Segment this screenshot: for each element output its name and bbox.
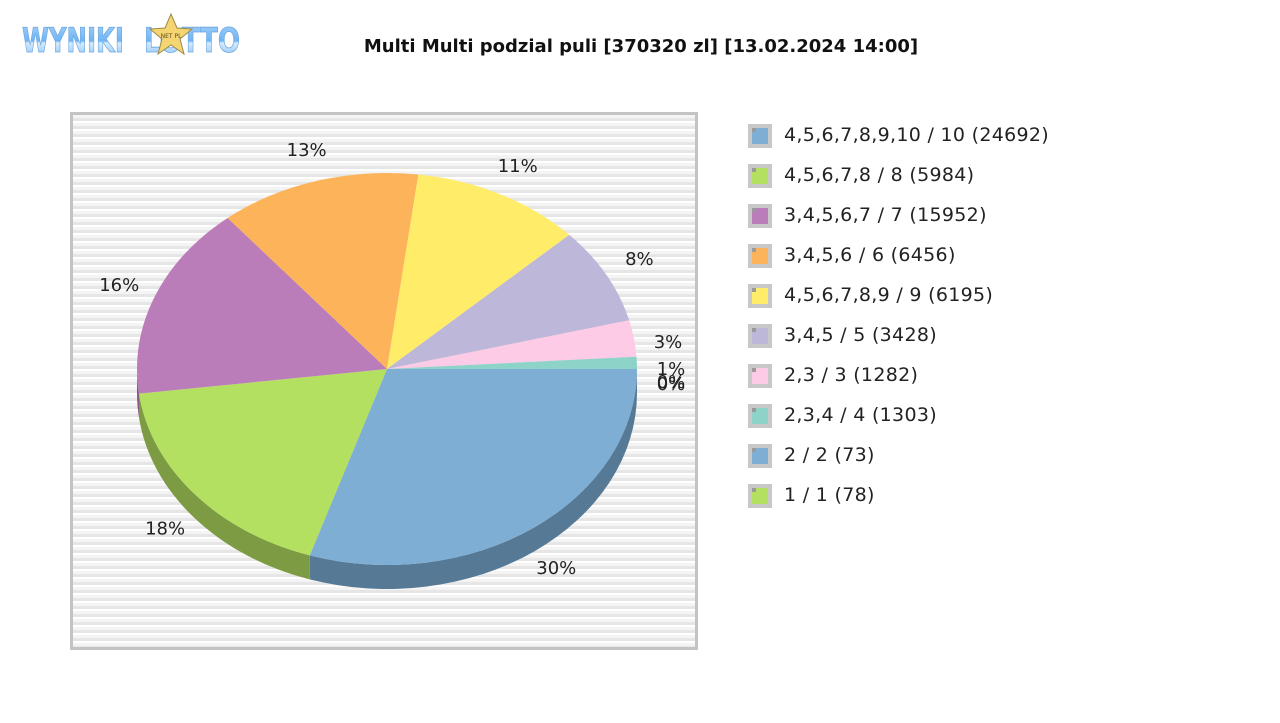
legend-label: 4,5,6,7,8 / 8 (5984) xyxy=(784,164,975,186)
pie-slice-label: 0% xyxy=(657,374,686,395)
pie-slice[interactable] xyxy=(138,369,387,556)
legend-label: 2,3,4 / 4 (1303) xyxy=(784,404,937,426)
legend-item: 2 / 2 (73) xyxy=(748,442,1049,482)
pie-slice[interactable] xyxy=(387,320,637,369)
legend-item: 1 / 1 (78) xyxy=(748,482,1049,522)
pie-slice[interactable] xyxy=(387,174,570,369)
legend-item: 4,5,6,7,8,9,10 / 10 (24692) xyxy=(748,122,1049,162)
chart-title: Multi Multi podzial puli [370320 zl] [13… xyxy=(0,36,1280,57)
star-text: NET PL xyxy=(161,33,182,40)
pie-slice-side xyxy=(138,393,310,580)
pie-chart: 30%18%16%13%11%8%3%1%0%0% xyxy=(99,140,686,589)
pie-slice-label: 3% xyxy=(654,332,683,353)
legend-item: 4,5,6,7,8 / 8 (5984) xyxy=(748,162,1049,202)
legend-label: 4,5,6,7,8,9 / 9 (6195) xyxy=(784,284,994,306)
pie-slice[interactable] xyxy=(309,369,637,566)
star-icon: NET PL xyxy=(148,12,194,56)
legend-swatch xyxy=(748,404,772,428)
legend-item: 2,3,4 / 4 (1303) xyxy=(748,402,1049,442)
legend-item: 3,4,5 / 5 (3428) xyxy=(748,322,1049,362)
legend: 4,5,6,7,8,9,10 / 10 (24692) 4,5,6,7,8 / … xyxy=(748,122,1049,522)
chart-title-text: Multi Multi podzial puli [370320 zl] [13… xyxy=(363,36,919,57)
legend-item: 2,3 / 3 (1282) xyxy=(748,362,1049,402)
legend-label: 4,5,6,7,8,9,10 / 10 (24692) xyxy=(784,124,1050,146)
pie-slice-side xyxy=(137,369,139,418)
legend-item: 3,4,5,6 / 6 (6456) xyxy=(748,242,1049,282)
legend-swatch xyxy=(748,284,772,308)
legend-swatch xyxy=(748,164,772,188)
legend-swatch xyxy=(748,484,772,508)
logo-text-left: WYNIKI xyxy=(22,21,124,58)
legend-swatch xyxy=(748,124,772,148)
pie-slice-label: 8% xyxy=(625,249,654,270)
pie-slice[interactable] xyxy=(227,173,419,369)
legend-label: 3,4,5,6 / 6 (6456) xyxy=(784,244,956,266)
legend-swatch xyxy=(748,204,772,228)
pie-slice-label: 16% xyxy=(99,275,139,296)
pie-slice-label: 18% xyxy=(145,519,185,540)
legend-swatch xyxy=(748,324,772,348)
legend-item: 3,4,5,6,7 / 7 (15952) xyxy=(748,202,1049,242)
legend-swatch xyxy=(748,364,772,388)
pie-slice-label: 11% xyxy=(498,156,538,177)
legend-swatch xyxy=(748,444,772,468)
pie-slice-label: 13% xyxy=(287,140,327,161)
legend-label: 2,3 / 3 (1282) xyxy=(784,364,919,386)
pie-slice-side xyxy=(309,369,637,589)
pie-slice-label: 0% xyxy=(657,372,686,393)
pie-slice[interactable] xyxy=(387,356,637,369)
legend-label: 2 / 2 (73) xyxy=(784,444,875,466)
pie-slice[interactable] xyxy=(137,217,387,394)
legend-label: 1 / 1 (78) xyxy=(784,484,875,506)
wyniki-lotto-logo[interactable]: WYNIKI LOTTO NET PL xyxy=(22,12,242,58)
legend-item: 4,5,6,7,8,9 / 9 (6195) xyxy=(748,282,1049,322)
pie-slice-label: 30% xyxy=(536,558,576,579)
plot-area: 30% 18% 16% 13% 11% 8% 3% 1% 0% 0% xyxy=(70,112,698,650)
legend-label: 3,4,5 / 5 (3428) xyxy=(784,324,937,346)
pie-slice-label: 1% xyxy=(657,359,686,380)
legend-label: 3,4,5,6,7 / 7 (15952) xyxy=(784,204,987,226)
pie-slice[interactable] xyxy=(387,234,630,369)
legend-swatch xyxy=(748,244,772,268)
